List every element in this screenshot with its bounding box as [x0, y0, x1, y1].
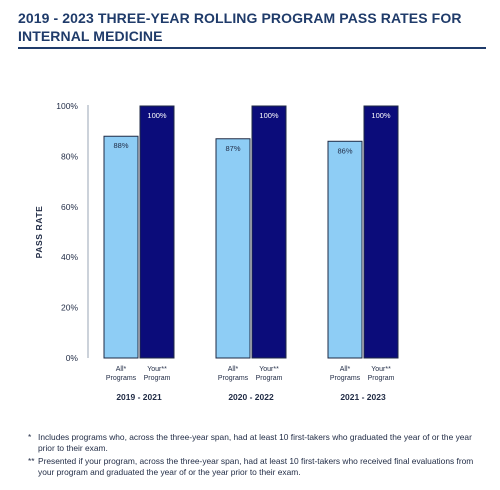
- bar-your-program: [139, 105, 175, 359]
- bar-value-label: 100%: [259, 111, 279, 120]
- title-divider: [18, 47, 486, 49]
- y-tick-label: 60%: [61, 202, 78, 212]
- footnotes: * Includes programs who, across the thre…: [28, 432, 490, 480]
- bar-value-label: 86%: [337, 146, 352, 155]
- y-tick-label: 80%: [61, 151, 78, 161]
- footnote-2-text: Presented if your program, across the th…: [38, 456, 474, 477]
- group-label: 2019 - 2021: [116, 392, 162, 402]
- bar-all-programs: [215, 138, 251, 359]
- footnote-1-text: Includes programs who, across the three-…: [38, 432, 472, 453]
- bar-your-program: [251, 105, 287, 359]
- bar-category-label-line1: Your**: [371, 366, 391, 373]
- footnote-2-mark: **: [28, 456, 35, 466]
- title-line-2: INTERNAL MEDICINE: [18, 28, 163, 44]
- bar-value-label: 100%: [371, 111, 391, 120]
- bar-chart: 0% 20% 40% 60% 80% 100% PASS RATE 88% All* Progra…: [34, 101, 399, 402]
- bar-your-program: [363, 105, 399, 359]
- footnote-2: ** Presented if your program, across the…: [28, 456, 490, 478]
- group-label: 2020 - 2022: [228, 392, 274, 402]
- chart-title: 2019 - 2023 THREE-YEAR ROLLING PROGRAM P…: [18, 9, 488, 45]
- bar-category-label-line2: Program: [368, 375, 395, 382]
- bar-category-label-line1: All*: [228, 366, 239, 373]
- bar-value-label: 87%: [225, 144, 240, 153]
- bar-category-label-line1: Your**: [259, 366, 279, 373]
- footnote-1: * Includes programs who, across the thre…: [28, 432, 490, 454]
- bar-all-programs: [327, 140, 363, 359]
- group-label: 2021 - 2023: [340, 392, 386, 402]
- bar-category-label-line1: Your**: [147, 366, 167, 373]
- footnote-1-mark: *: [28, 432, 32, 442]
- bar-category-label-line2: Program: [144, 375, 171, 382]
- y-tick-label: 0%: [66, 353, 79, 363]
- bar-category-label-line1: All*: [116, 366, 127, 373]
- y-tick-label: 20%: [61, 303, 78, 313]
- y-tick-label: 100%: [56, 101, 78, 111]
- bar-category-label-line2: Program: [256, 375, 283, 382]
- y-axis-title: PASS RATE: [34, 206, 44, 259]
- y-tick-label: 40%: [61, 252, 78, 262]
- bar-value-label: 88%: [113, 141, 128, 150]
- bar-all-programs: [103, 135, 139, 359]
- bar-category-label-line2: Programs: [330, 375, 361, 382]
- bar-category-label-line2: Programs: [106, 375, 137, 382]
- title-line-1: 2019 - 2023 THREE-YEAR ROLLING PROGRAM P…: [18, 10, 462, 26]
- bar-category-label-line2: Programs: [218, 375, 249, 382]
- bar-value-label: 100%: [147, 111, 167, 120]
- bar-category-label-line1: All*: [340, 366, 351, 373]
